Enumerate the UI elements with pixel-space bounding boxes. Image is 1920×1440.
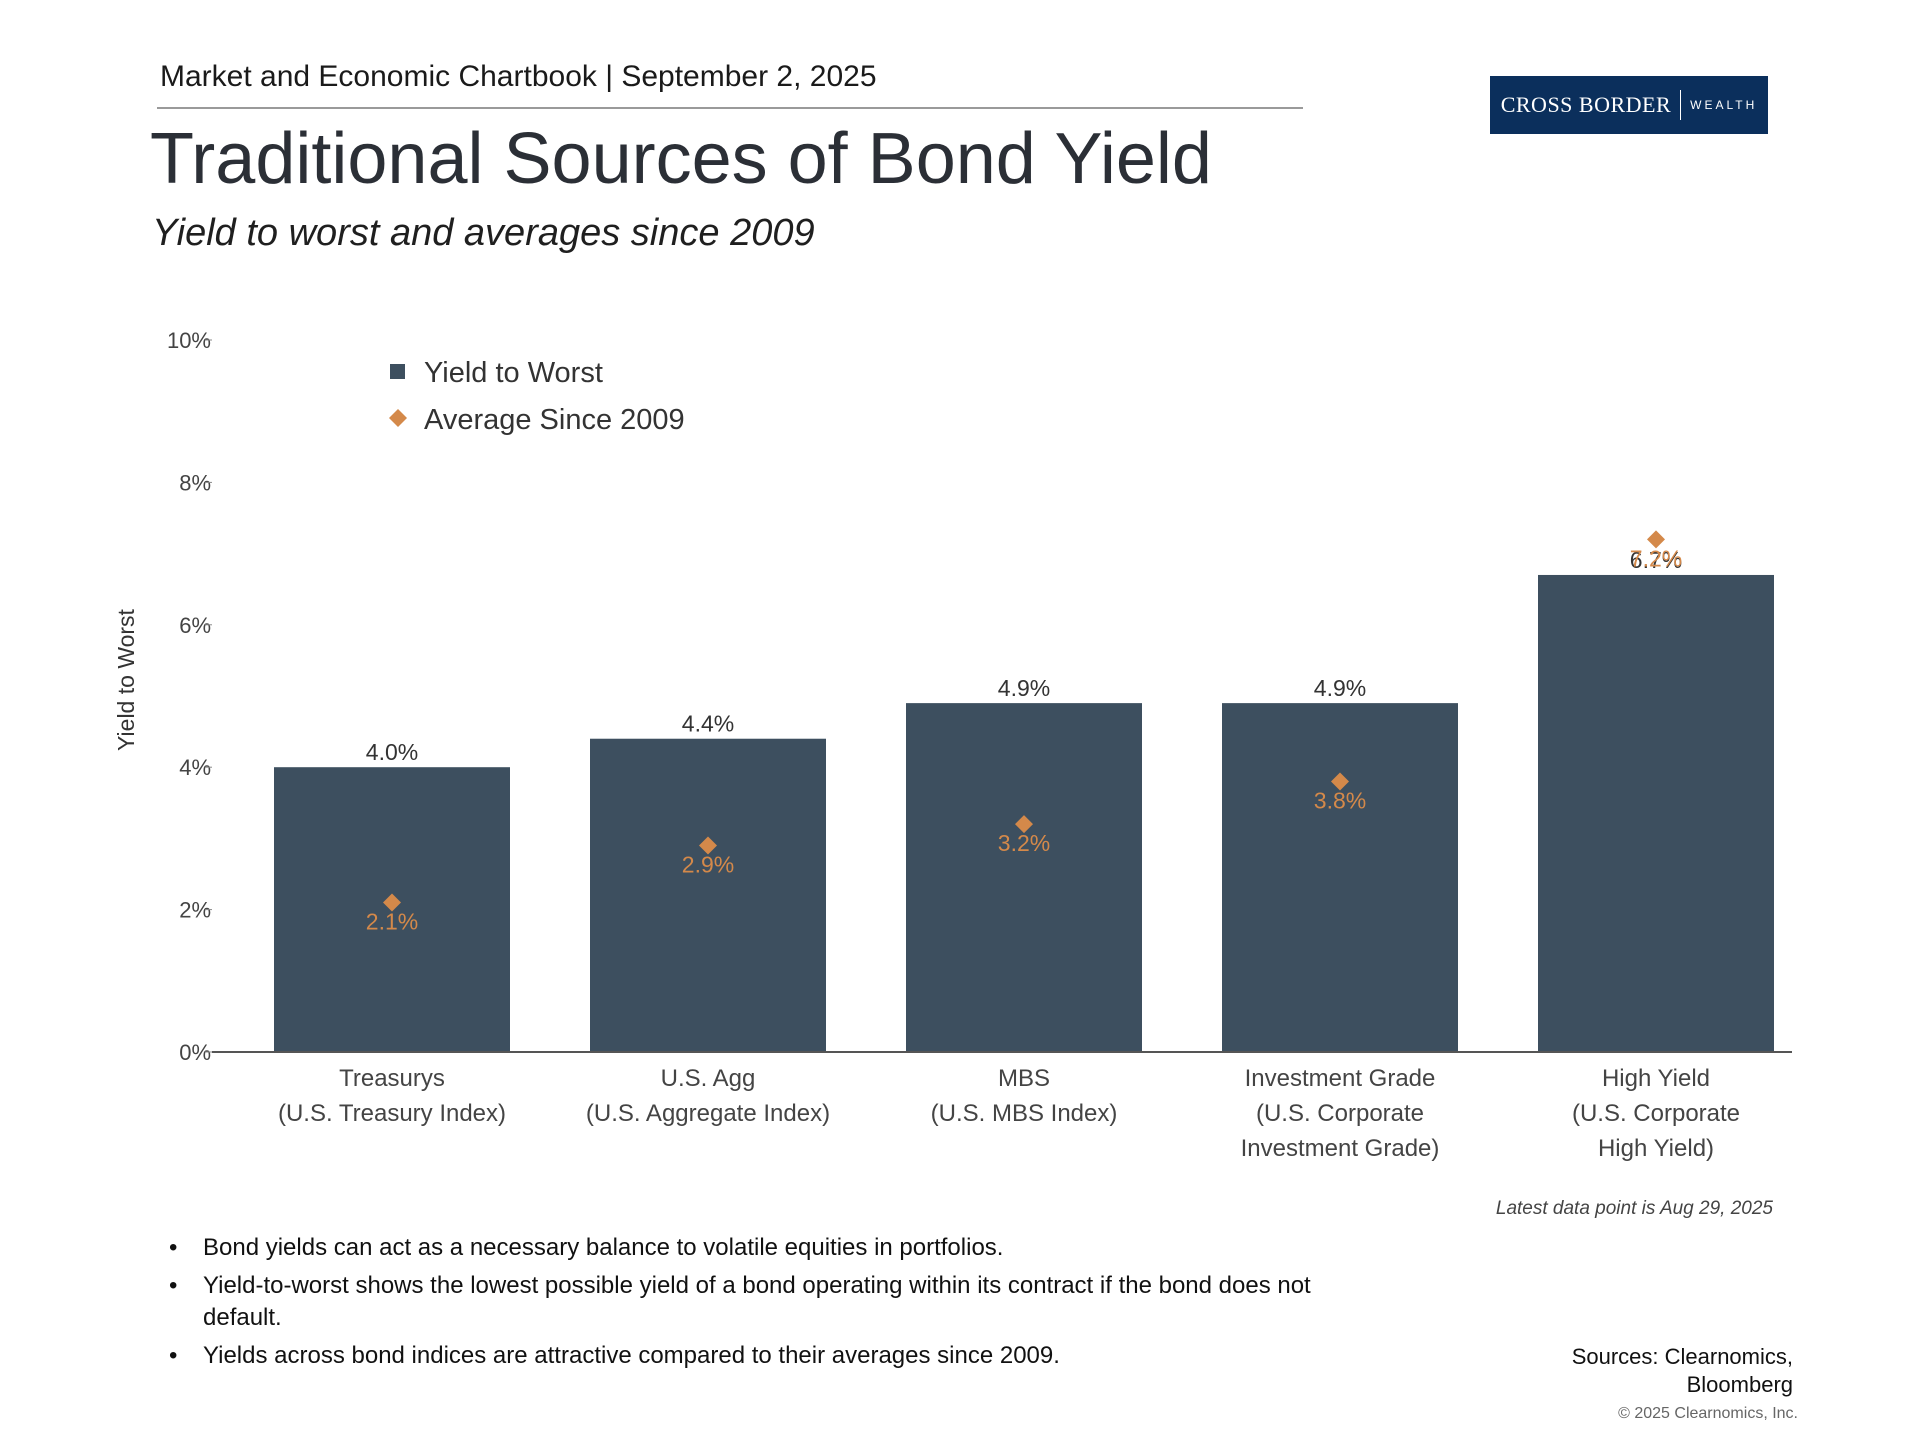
average-diamond [383, 893, 401, 912]
x-category-label: (U.S. Treasury Index) [278, 1100, 506, 1127]
legend-diamond-swatch [389, 409, 407, 427]
bar-value-label: 4.4% [682, 711, 734, 737]
bar-value-label: 4.0% [366, 739, 418, 765]
legend-label: Yield to Worst [424, 357, 603, 389]
y-tick-label: 10% [167, 328, 211, 353]
average-diamond [1015, 815, 1033, 834]
average-value-label: 2.1% [366, 908, 418, 934]
copyright: © 2025 Clearnomics, Inc. [1618, 1405, 1798, 1422]
page-subtitle: Yield to worst and averages since 2009 [152, 212, 815, 254]
bar-value-label: 6.7% [1630, 547, 1682, 573]
cross-border-wealth-logo: CROSS BORDER WEALTH [1490, 76, 1768, 134]
header-divider [157, 107, 1303, 109]
x-category-label: U.S. Agg [661, 1065, 756, 1092]
legend-bar-swatch [390, 364, 405, 379]
bar-yield-to-worst [590, 738, 826, 1052]
x-category-label: Investment Grade [1245, 1065, 1436, 1092]
logo-sub: WEALTH [1690, 98, 1758, 112]
x-category-label: MBS [998, 1065, 1050, 1092]
logo-brand: CROSS BORDER [1500, 92, 1672, 117]
bar-value-label: 4.9% [998, 675, 1050, 701]
average-value-label: 2.9% [682, 852, 734, 878]
average-diamond [699, 836, 717, 855]
x-category-label: Treasurys [339, 1065, 445, 1092]
bar-yield-to-worst [1538, 574, 1774, 1052]
latest-data-note: Latest data point is Aug 29, 2025 [1495, 1198, 1773, 1219]
bar-yield-to-worst [906, 703, 1142, 1052]
average-diamond [1647, 530, 1665, 549]
sources-line: Sources: Clearnomics, [1571, 1344, 1793, 1369]
x-category-label: Investment Grade) [1241, 1135, 1440, 1162]
sources-line: Bloomberg [1686, 1372, 1793, 1397]
x-category-label: (U.S. Aggregate Index) [586, 1100, 830, 1127]
sources: Sources: Clearnomics, Bloomberg [1572, 1343, 1793, 1399]
y-axis-title: Yield to Worst [113, 608, 139, 750]
page-title: Traditional Sources of Bond Yield [150, 119, 1212, 199]
logo-separator [1680, 90, 1682, 120]
bar-value-label: 4.9% [1314, 675, 1366, 701]
bullet-item: Yields across bond indices are attractiv… [165, 1340, 1365, 1372]
average-diamond [1331, 772, 1349, 791]
x-category-label: (U.S. Corporate [1572, 1100, 1740, 1127]
bullet-item: Yield-to-worst shows the lowest possible… [165, 1270, 1365, 1334]
chartbook-header: Market and Economic Chartbook | Septembe… [160, 60, 877, 93]
bar-yield-to-worst [1222, 703, 1458, 1052]
legend-label: Average Since 2009 [424, 404, 685, 436]
average-value-label: 7.2% [1630, 545, 1682, 571]
average-value-label: 3.2% [998, 830, 1050, 856]
bullet-item: Bond yields can act as a necessary balan… [165, 1232, 1365, 1264]
average-value-label: 3.8% [1314, 787, 1366, 813]
x-category-label: (U.S. Corporate [1256, 1100, 1424, 1127]
x-category-label: (U.S. MBS Index) [931, 1100, 1118, 1127]
x-category-label: High Yield) [1598, 1135, 1714, 1162]
x-category-label: High Yield [1602, 1065, 1710, 1092]
bullet-list: Bond yields can act as a necessary balan… [165, 1232, 1365, 1378]
